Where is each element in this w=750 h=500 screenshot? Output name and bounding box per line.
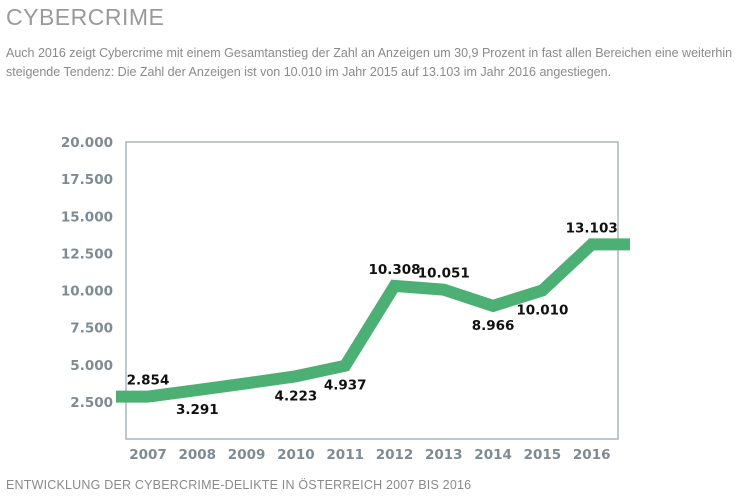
data-label: 4.223 (275, 388, 318, 404)
intro-text: Auch 2016 zeigt Cybercrime mit einem Ges… (6, 46, 733, 79)
chart-caption: ENTWICKLUNG DER CYBERCRIME-DELIKTE IN ÖS… (6, 478, 472, 492)
data-label: 8.966 (472, 318, 515, 334)
data-label: 3.291 (176, 402, 219, 418)
y-axis-ticks: 2.500 5.000 7.500 10.000 12.500 15.000 17.500 2… (61, 135, 113, 411)
y-tick-label: 5.000 (70, 358, 113, 374)
x-tick-label: 2014 (474, 447, 512, 463)
x-tick-label: 2010 (277, 447, 315, 463)
data-label: 10.010 (516, 302, 568, 318)
plot-frame (125, 141, 619, 440)
y-tick-label: 17.500 (61, 172, 113, 188)
x-tick-label: 2007 (129, 447, 167, 463)
data-label: 4.937 (324, 378, 367, 394)
series-line (116, 238, 630, 403)
y-tick-label: 15.000 (61, 209, 113, 225)
x-axis-ticks: 2007 2008 2009 2010 2011 2012 2013 2014 2015 2016 (129, 447, 610, 463)
y-tick-label: 2.500 (70, 395, 113, 411)
x-tick-label: 2011 (326, 447, 364, 463)
x-tick-label: 2015 (524, 447, 562, 463)
y-tick-label: 12.500 (61, 246, 113, 262)
x-tick-label: 2008 (179, 447, 217, 463)
x-tick-label: 2016 (573, 447, 611, 463)
x-tick-label: 2012 (376, 447, 414, 463)
page-title: CYBERCRIME (6, 4, 165, 30)
y-tick-label: 7.500 (70, 321, 113, 337)
data-label: 2.854 (127, 373, 170, 389)
x-tick-label: 2009 (228, 447, 266, 463)
y-tick-label: 10.000 (61, 284, 113, 300)
y-tick-label: 20.000 (61, 135, 113, 151)
data-label: 13.103 (566, 220, 618, 236)
data-label: 10.051 (418, 266, 470, 282)
x-tick-label: 2013 (425, 447, 463, 463)
data-label: 10.308 (368, 262, 420, 278)
